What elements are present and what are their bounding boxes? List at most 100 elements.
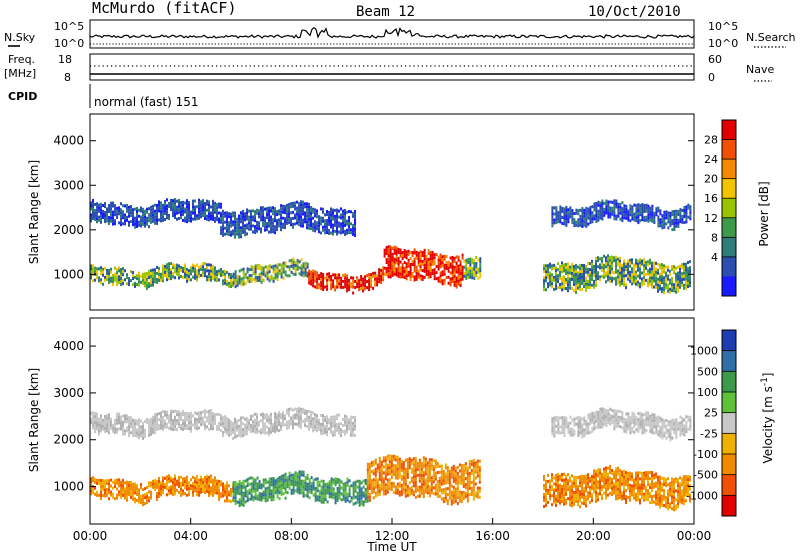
range-gate: [413, 275, 416, 279]
range-gate: [186, 273, 188, 277]
range-gate: [657, 271, 659, 275]
range-gate: [623, 277, 625, 281]
range-gate: [180, 210, 182, 214]
range-gate: [611, 267, 613, 271]
range-gate: [439, 253, 442, 257]
range-gate: [320, 275, 323, 279]
range-gate: [306, 208, 309, 212]
range-gate: [114, 275, 116, 279]
range-gate: [254, 267, 257, 271]
range-gate: [162, 203, 164, 207]
range-gate: [368, 279, 371, 283]
range-gate: [144, 431, 146, 435]
range-gate: [609, 255, 611, 259]
range-gate: [188, 272, 190, 276]
range-gate: [294, 413, 296, 417]
range-gate: [260, 419, 262, 423]
range-gate: [232, 229, 235, 233]
range-gate: [433, 268, 436, 272]
range-gate: [296, 478, 299, 482]
range-gate: [188, 484, 190, 488]
range-gate: [320, 485, 323, 489]
range-gate: [274, 415, 276, 419]
range-gate: [565, 220, 568, 224]
range-gate: [158, 278, 160, 282]
range-gate: [120, 267, 122, 271]
range-gate: [637, 215, 640, 219]
range-gate: [687, 415, 690, 419]
range-gate: [98, 267, 100, 271]
range-gate: [144, 209, 146, 213]
range-gate: [218, 272, 220, 276]
range-gate: [471, 273, 474, 277]
range-gate: [300, 209, 303, 213]
range-gate: [651, 204, 654, 208]
range-gate: [579, 214, 582, 218]
range-gate: [643, 270, 645, 274]
range-gate: [126, 426, 128, 430]
range-gate: [417, 263, 420, 267]
range-gate: [228, 224, 231, 228]
range-gate: [300, 488, 303, 492]
range-gate: [649, 273, 651, 277]
range-gate: [615, 282, 617, 286]
range-gate: [579, 428, 582, 432]
range-gate: [631, 276, 633, 280]
range-gate: [180, 207, 182, 211]
range-gate: [162, 485, 164, 489]
range-gate: [242, 227, 245, 231]
range-gate: [188, 213, 190, 217]
range-gate: [96, 211, 98, 215]
range-gate: [370, 491, 373, 495]
range-gate: [234, 285, 237, 289]
range-gate: [326, 221, 329, 225]
range-gate: [166, 484, 168, 488]
range-gate: [605, 259, 607, 263]
range-gate: [202, 422, 204, 426]
range-gate: [388, 463, 391, 467]
range-gate: [242, 494, 245, 498]
range-gate: [190, 272, 192, 276]
range-gate: [184, 207, 186, 211]
range-gate: [260, 206, 263, 210]
range-gate: [114, 424, 116, 428]
range-gate: [401, 275, 404, 279]
range-gate: [599, 263, 601, 267]
range-gate: [324, 486, 327, 490]
range-gate: [232, 481, 235, 485]
range-gate: [142, 278, 144, 282]
range-gate: [116, 412, 118, 416]
range-gate: [160, 210, 162, 214]
range-gate: [322, 500, 325, 504]
range-gate: [188, 201, 190, 205]
range-gate: [425, 269, 428, 273]
range-gate: [228, 212, 231, 216]
range-gate: [244, 275, 247, 279]
range-gate: [244, 432, 246, 436]
range-gate: [415, 277, 418, 281]
range-gate: [649, 212, 652, 216]
range-gate: [148, 484, 150, 488]
range-gate: [549, 271, 551, 275]
range-gate: [545, 270, 547, 274]
range-gate: [575, 290, 577, 294]
range-gate: [583, 214, 586, 218]
range-gate: [126, 483, 128, 487]
range-gate: [356, 279, 359, 283]
range-gate: [252, 498, 255, 502]
range-gate: [593, 205, 596, 209]
range-gate: [124, 496, 126, 500]
range-gate: [168, 414, 170, 418]
range-gate: [286, 420, 288, 424]
range-gate: [663, 434, 666, 438]
range-gate: [290, 223, 293, 227]
range-gate: [166, 487, 168, 491]
range-gate: [463, 271, 466, 275]
range-gate: [585, 282, 587, 286]
nsky-trace: [89, 26, 695, 39]
range-gate: [168, 265, 170, 269]
range-gate: [553, 266, 555, 270]
range-gate: [240, 493, 243, 497]
range-gate: [370, 464, 373, 468]
